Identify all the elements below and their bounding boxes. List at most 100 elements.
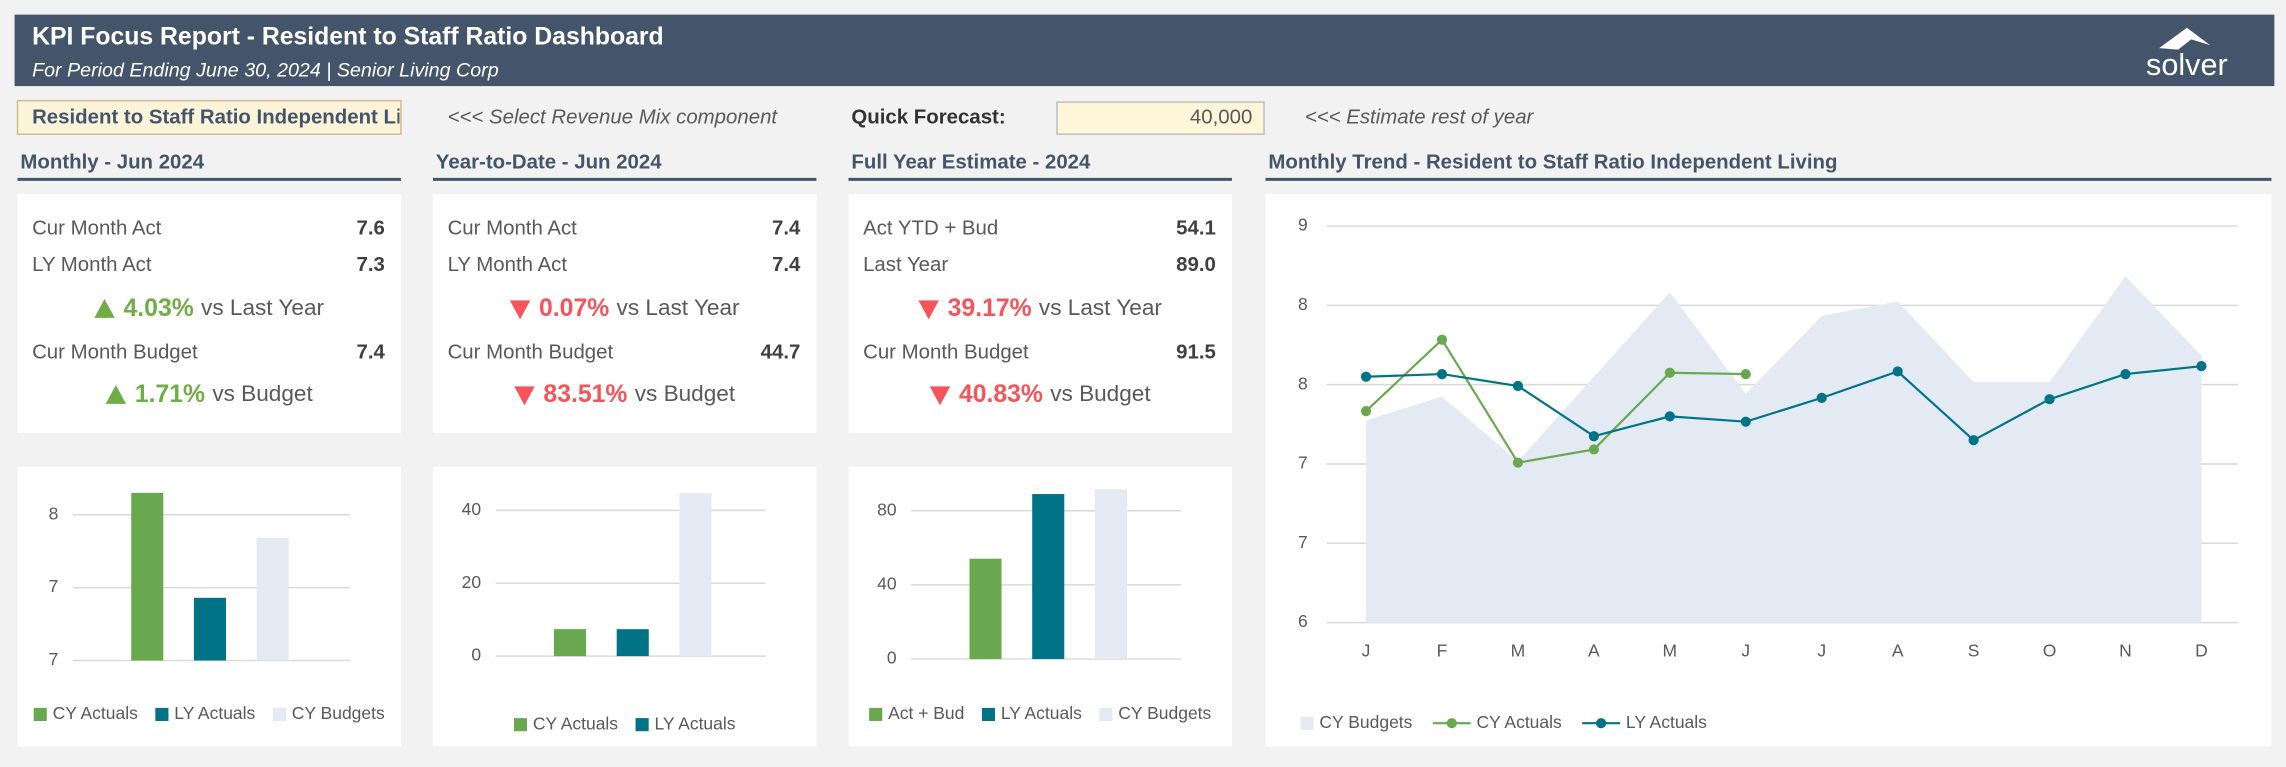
- bar: [1094, 489, 1127, 660]
- kpi-label: Cur Month Budget: [32, 341, 198, 363]
- kpi-panel: [432, 193, 817, 434]
- y-tick-label: 80: [877, 499, 897, 519]
- y-tick-label: 0: [887, 648, 897, 668]
- panel-title: Year-to-Date - Jun 2024: [436, 152, 662, 174]
- point: [1436, 368, 1448, 380]
- variance-label: vs Budget: [212, 381, 313, 406]
- variance-label: vs Last Year: [1039, 295, 1162, 320]
- point: [2120, 368, 2131, 380]
- point: [1740, 368, 1751, 380]
- kpi-panel: [17, 193, 401, 434]
- y-tick-label: 0: [471, 645, 481, 665]
- y-tick-label: 20: [462, 572, 482, 592]
- kpi-label: Cur Month Act: [32, 217, 162, 239]
- point: [1588, 431, 1599, 442]
- panel-title: Monthly - Jun 2024: [20, 152, 204, 174]
- variance-label: vs Last Year: [201, 295, 324, 320]
- point: [1816, 392, 1827, 403]
- forecast-value[interactable]: 40,000: [1190, 107, 1252, 129]
- point: [2196, 361, 2207, 372]
- kpi-value: 7.6: [357, 217, 385, 239]
- variance-label: vs Budget: [635, 381, 736, 406]
- x-tick-label: J: [1817, 640, 1826, 660]
- component-dropdown[interactable]: [16, 99, 402, 135]
- report-title: KPI Focus Report - Resident to Staff Rat…: [32, 24, 664, 51]
- logo-mark: [2159, 27, 2211, 50]
- dropdown-hint: <<< Select Revenue Mix component: [448, 107, 779, 129]
- legend-swatch: [635, 718, 649, 732]
- y-tick-label: 7: [1298, 453, 1308, 473]
- x-tick-label: J: [1362, 640, 1371, 660]
- kpi-value: 7.4: [772, 217, 801, 239]
- legend-label: LY Actuals: [1626, 712, 1707, 732]
- legend-label: CY Actuals: [53, 703, 138, 723]
- point: [1360, 371, 1372, 382]
- kpi-label: Cur Month Act: [448, 217, 578, 239]
- kpi-value: 89.0: [1176, 254, 1216, 276]
- y-tick-label: 7: [49, 576, 59, 596]
- legend-swatch: [155, 707, 169, 722]
- line: [1365, 338, 1746, 464]
- point: [1436, 334, 1448, 345]
- variance: 40.83% vs Budget: [959, 381, 1151, 408]
- variance-value: 0.07%: [539, 295, 609, 322]
- y-tick-label: 7: [1298, 532, 1308, 552]
- line: [1366, 365, 2202, 442]
- point: [2044, 394, 2055, 405]
- point: [1968, 435, 1979, 446]
- bar: [969, 558, 1002, 660]
- x-tick-label: J: [1741, 640, 1750, 660]
- variance-value: 83.51%: [543, 381, 627, 408]
- panel-title: Full Year Estimate - 2024: [851, 152, 1091, 174]
- legend-label: LY Actuals: [174, 703, 255, 723]
- legend-swatch: [272, 707, 286, 722]
- variance-arrow: [918, 300, 939, 320]
- legend-label: LY Actuals: [655, 713, 736, 733]
- x-tick-label: O: [2043, 640, 2057, 660]
- point: [1892, 366, 1903, 377]
- legend-label: Act + Bud: [888, 703, 964, 723]
- variance: 39.17% vs Last Year: [948, 295, 1163, 322]
- variance: 1.71% vs Budget: [135, 381, 314, 408]
- variance-value: 4.03%: [124, 295, 194, 322]
- kpi-label: Last Year: [863, 254, 948, 276]
- y-tick-label: 9: [1298, 215, 1308, 235]
- variance: 4.03% vs Last Year: [124, 295, 325, 322]
- point: [1360, 406, 1372, 417]
- point: [1512, 457, 1524, 468]
- y-tick-label: 6: [1298, 611, 1308, 631]
- variance-label: vs Last Year: [617, 295, 740, 320]
- variance-arrow: [94, 298, 115, 318]
- legend-label: CY Actuals: [533, 713, 618, 733]
- legend-swatch: [1446, 718, 1457, 729]
- legend-swatch: [869, 707, 883, 722]
- kpi-value: 7.4: [357, 341, 386, 363]
- point: [1664, 367, 1675, 378]
- bar: [554, 629, 587, 657]
- dropdown-value[interactable]: Resident to Staff Ratio Independent Liv: [32, 107, 414, 129]
- forecast-input[interactable]: [1056, 101, 1265, 135]
- y-tick-label: 40: [462, 499, 482, 519]
- report-subtitle: For Period Ending June 30, 2024 | Senior…: [32, 60, 499, 82]
- bar: [1032, 494, 1065, 660]
- legend-label: CY Budgets: [1319, 712, 1412, 732]
- legend-swatch: [513, 718, 528, 732]
- kpi-label: Cur Month Budget: [863, 341, 1029, 363]
- y-tick-label: 7: [49, 649, 59, 669]
- kpi-value: 91.5: [1176, 341, 1216, 363]
- x-tick-label: N: [2119, 640, 2132, 660]
- variance: 83.51% vs Budget: [543, 381, 735, 408]
- kpi-value: 44.7: [761, 341, 801, 363]
- area: [1366, 276, 2202, 623]
- forecast-label: Quick Forecast:: [851, 107, 1005, 129]
- x-tick-label: A: [1588, 640, 1600, 660]
- bar: [679, 493, 712, 657]
- legend-swatch: [981, 707, 996, 722]
- legend-swatch: [33, 707, 47, 722]
- bar: [616, 629, 649, 657]
- legend-swatch: [1099, 707, 1113, 722]
- kpi-panel: [848, 193, 1232, 434]
- bar: [131, 492, 164, 661]
- kpi-value: 54.1: [1176, 217, 1216, 239]
